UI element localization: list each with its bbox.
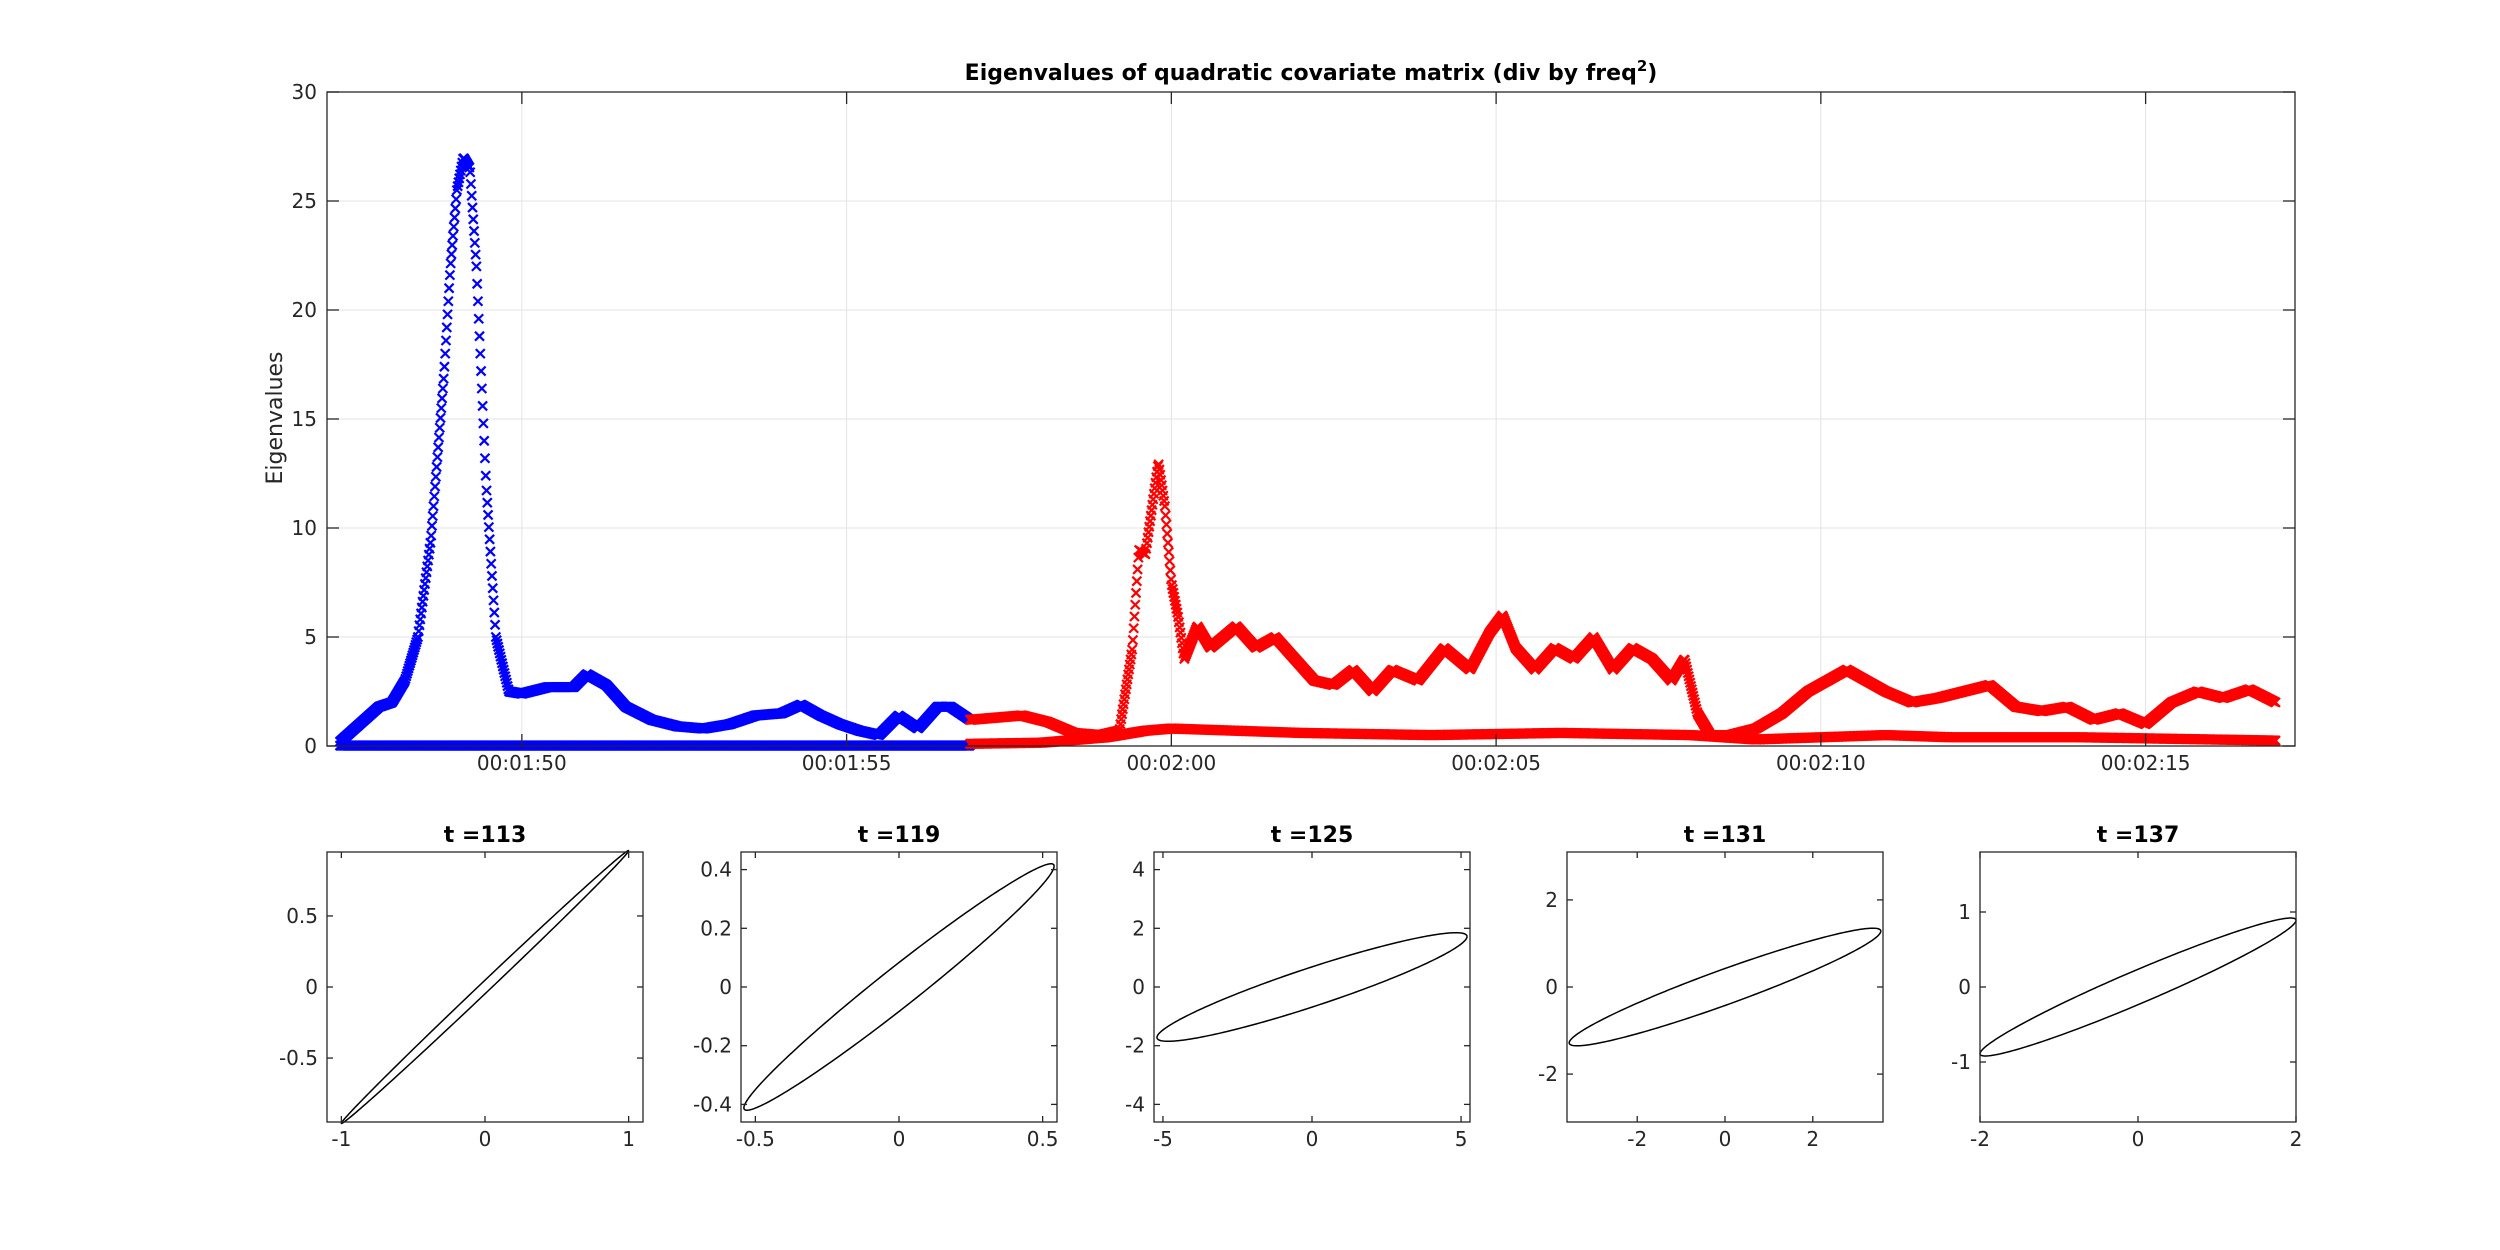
data-point <box>470 249 481 260</box>
data-point <box>474 330 485 342</box>
data-point <box>471 261 482 272</box>
data-point <box>472 296 484 307</box>
data-point <box>466 190 477 202</box>
data-point <box>487 582 499 594</box>
data-point <box>483 521 495 533</box>
data-point <box>1161 528 1173 539</box>
data-point <box>473 313 485 324</box>
data-point <box>450 193 462 205</box>
data-point <box>467 214 479 225</box>
data-point <box>471 278 483 290</box>
data-point <box>1127 634 1139 646</box>
data-point <box>482 509 494 521</box>
data-point <box>450 203 461 214</box>
data-point <box>1132 564 1143 575</box>
data-point <box>468 225 480 237</box>
data-point <box>478 418 489 429</box>
data-point <box>430 471 442 483</box>
data-point <box>1160 510 1171 521</box>
data-point <box>1129 599 1141 611</box>
main-grid <box>327 92 2295 746</box>
data-point <box>445 258 456 269</box>
data-point <box>484 534 495 545</box>
data-point <box>441 322 453 333</box>
data-point <box>432 451 443 463</box>
data-point <box>476 383 488 394</box>
data-point <box>467 202 478 213</box>
data-point <box>446 248 457 260</box>
data-point <box>1131 575 1143 587</box>
data-point <box>426 520 438 532</box>
data-point <box>1161 519 1172 530</box>
data-point <box>489 619 501 631</box>
data-point <box>431 461 442 473</box>
data-point <box>488 595 499 606</box>
data-point <box>436 393 448 404</box>
y-tick-label: 0 <box>304 734 317 758</box>
data-point <box>475 348 486 359</box>
data-point <box>477 400 488 412</box>
data-point <box>427 510 439 522</box>
data-point <box>448 221 460 233</box>
data-point <box>489 607 500 618</box>
data-point <box>1163 546 1175 558</box>
data-point <box>1159 500 1171 512</box>
data-point <box>486 570 498 582</box>
data-point <box>1130 587 1142 599</box>
data-point <box>1164 555 1175 567</box>
data-point <box>465 178 477 190</box>
data-point <box>428 500 439 512</box>
data-point <box>442 309 453 320</box>
data-point <box>485 546 496 557</box>
data-point <box>480 470 492 481</box>
data-point <box>482 497 493 508</box>
data-point <box>469 237 481 249</box>
data-point <box>439 361 450 372</box>
data-point <box>443 282 455 294</box>
data-point <box>464 166 476 178</box>
data-point <box>1162 537 1174 549</box>
data-point <box>434 422 446 433</box>
data-point <box>437 383 449 394</box>
eigenvalue-plot: Eigenvalues of quadratic covariate matri… <box>263 57 2296 775</box>
y-axis-label: Eigenvalues <box>263 351 288 484</box>
data-point <box>435 412 446 424</box>
data-points <box>334 152 2281 751</box>
data-point <box>1128 623 1139 634</box>
data-point <box>479 452 491 464</box>
data-point <box>438 373 449 384</box>
main-plot-title: Eigenvalues of quadratic covariate matri… <box>965 57 1658 86</box>
data-point <box>1129 611 1140 622</box>
data-point <box>432 442 444 453</box>
data-point <box>449 212 460 223</box>
data-point <box>436 402 447 414</box>
data-point <box>1165 565 1176 576</box>
data-point <box>475 365 487 377</box>
data-point <box>446 239 458 251</box>
data-point <box>478 435 490 447</box>
data-point <box>429 481 441 492</box>
data-point <box>1126 644 1138 655</box>
data-point <box>425 530 437 541</box>
data-point <box>443 296 454 307</box>
data-point <box>411 634 423 645</box>
data-point <box>485 558 497 570</box>
data-point <box>447 230 459 242</box>
data-point <box>440 335 452 346</box>
data-point <box>429 491 440 502</box>
y-tick-label: 5 <box>304 625 317 649</box>
data-point <box>439 348 451 359</box>
data-point <box>444 269 456 281</box>
y-tick-label: 10 <box>292 516 317 540</box>
data-point <box>433 432 445 443</box>
data-point <box>481 485 492 496</box>
